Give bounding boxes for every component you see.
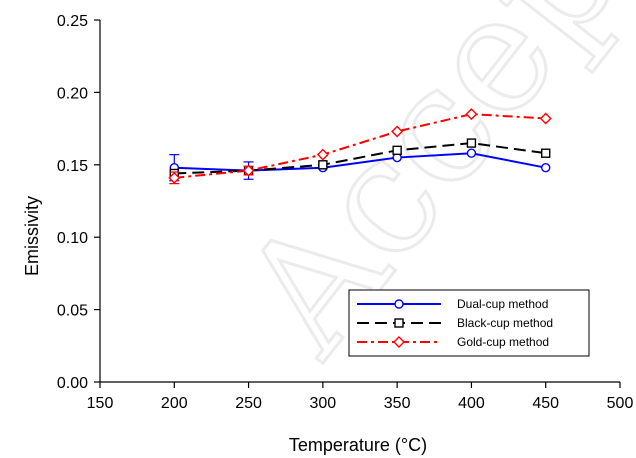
- y-tick-label: 0.05: [57, 303, 88, 320]
- plot-axes: 150 200 250 300 350 400 450 500 0.00 0.05 0.10 0.15…: [57, 13, 634, 412]
- x-tick-label: 400: [458, 395, 485, 412]
- y-tick-label: 0.15: [57, 158, 88, 175]
- y-tick-label: 0.10: [57, 230, 88, 247]
- x-tick-label: 500: [607, 395, 634, 412]
- data-point: [242, 164, 255, 177]
- series-line: [174, 142, 546, 175]
- x-tick-label: 350: [384, 395, 411, 412]
- data-point: [392, 145, 402, 156]
- data-point: [466, 148, 477, 158]
- data-point: [466, 138, 477, 148]
- legend-label: Gold-cup method: [457, 335, 549, 349]
- legend-marker: [394, 299, 404, 309]
- data-point: [539, 112, 552, 125]
- y-tick-label: 0.00: [57, 375, 88, 392]
- data-point: [391, 125, 404, 138]
- y-axis-label: Emissivity: [22, 196, 42, 276]
- series-layer: [168, 108, 552, 185]
- legend-box: [348, 289, 590, 357]
- x-tick-label: 300: [310, 395, 337, 412]
- legend-marker: [393, 336, 405, 348]
- data-point: [541, 148, 551, 158]
- x-axis-label: Temperature (°C): [289, 435, 427, 455]
- series-line: [174, 113, 546, 179]
- y-tick-label: 0.20: [57, 85, 88, 102]
- legend: Dual-cup method Black-cup method Gold-cup …: [348, 289, 590, 357]
- y-tick-label: 0.25: [57, 13, 88, 30]
- data-point: [168, 171, 181, 184]
- series-gold-cup-method: [168, 108, 552, 185]
- data-point: [465, 108, 478, 121]
- data-point: [316, 148, 329, 161]
- x-tick-label: 450: [532, 395, 559, 412]
- x-tick-label: 150: [87, 395, 114, 412]
- legend-label: Black-cup method: [457, 316, 553, 330]
- x-tick-label: 250: [235, 395, 262, 412]
- legend-marker: [394, 318, 404, 328]
- legend-label: Dual-cup method: [457, 297, 548, 311]
- data-point: [318, 160, 328, 170]
- x-tick-label: 200: [161, 395, 188, 412]
- data-point: [541, 162, 551, 173]
